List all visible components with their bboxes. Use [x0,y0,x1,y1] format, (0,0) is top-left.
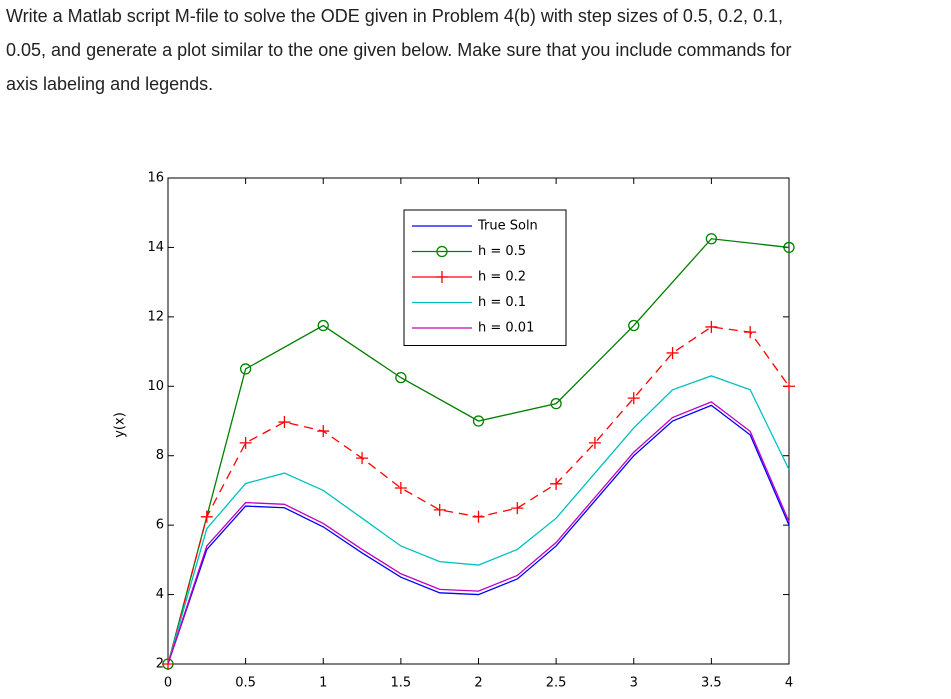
data-marker [278,416,291,429]
legend-label: h = 0.2 [478,270,526,285]
y-tick-label: 4 [156,587,164,602]
legend-label: h = 0.1 [478,295,526,310]
series-line [167,375,790,665]
y-tick-label: 16 [147,171,164,186]
x-tick-label: 1.5 [391,676,412,691]
legend-marker [436,245,448,258]
data-marker [472,415,485,427]
data-marker [239,436,252,449]
data-marker [200,510,213,523]
data-marker [705,233,718,245]
y-tick-label: 2 [156,657,164,672]
series-line [167,238,790,665]
data-marker [666,346,679,359]
data-marker [317,319,329,332]
y-tick-label: 10 [147,379,164,394]
x-tick-label: 2 [474,676,482,691]
x-tick-label: 3.5 [701,676,722,691]
data-marker [511,502,524,515]
series-line [167,401,790,665]
data-marker [356,452,369,465]
x-tick-label: 3 [630,676,638,691]
data-marker [239,363,252,375]
data-marker [628,319,640,332]
y-axis-label: y(x) [113,412,128,438]
legend-label: h = 0.01 [478,321,534,336]
data-marker [744,326,757,339]
data-marker [472,510,485,523]
legend-marker [436,271,448,283]
data-marker [550,397,562,410]
series-line [167,404,790,665]
data-marker [588,436,601,449]
data-marker [705,320,718,333]
y-tick-label: 8 [156,448,164,463]
instruction-line: 0.05, and generate a plot similar to the… [6,40,792,60]
legend-label: h = 0.5 [478,244,526,259]
y-tick-label: 6 [156,518,164,533]
data-marker [433,503,446,516]
y-tick-label: 12 [147,309,164,324]
series-line [167,326,790,665]
x-tick-label: 1 [319,676,327,691]
data-marker [627,392,640,405]
data-marker [394,481,407,494]
y-tick-label: 14 [147,240,164,255]
x-tick-label: 2.5 [546,676,567,691]
legend-box [403,209,567,346]
instruction-line: Write a Matlab script M-file to solve th… [6,6,783,26]
data-marker [395,371,407,384]
data-marker [783,241,795,254]
data-marker [783,380,795,393]
x-tick-label: 0.5 [235,676,256,691]
instruction-line: axis labeling and legends. [6,74,214,94]
data-marker [317,425,330,438]
x-tick-label: 4 [785,676,793,691]
x-tick-label: 0 [164,676,172,691]
data-marker [550,477,563,490]
legend-label: True Soln [477,219,538,234]
